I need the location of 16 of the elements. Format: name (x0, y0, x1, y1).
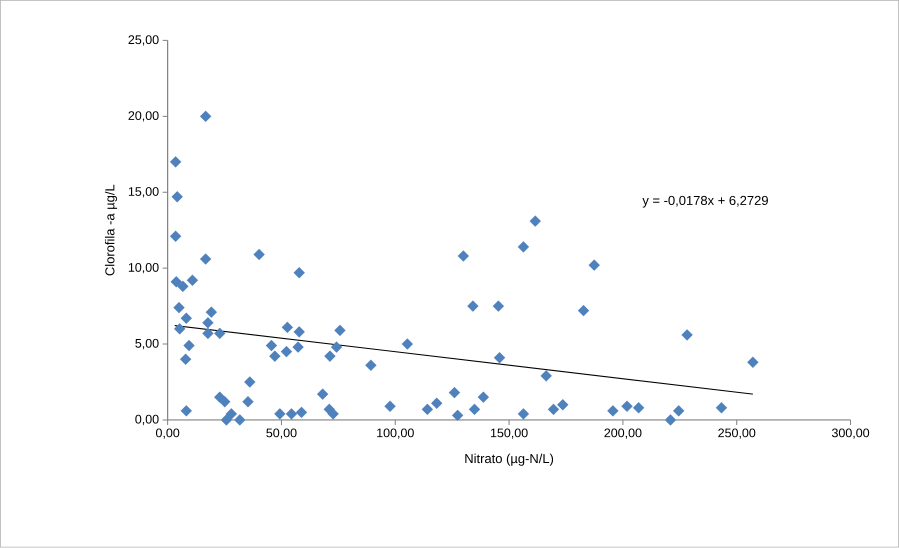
x-tick-label: 250,00 (718, 428, 756, 440)
y-tick-label: 10,00 (128, 263, 159, 274)
y-axis-title: Clorofila -a µg/L (104, 184, 118, 276)
x-tick-label: 300,00 (832, 428, 870, 440)
annotation: y = -0,0178x + 6,2729 (642, 196, 768, 208)
y-tick-label: 25,00 (128, 36, 159, 46)
y-tick-label: 5,00 (135, 339, 159, 350)
x-axis-title: Nitrato (µg-N/L) (465, 454, 554, 466)
x-tick-label: 200,00 (604, 428, 642, 440)
y-tick-label: 0,00 (135, 415, 159, 426)
y-tick-label: 15,00 (128, 187, 159, 198)
x-tick-label: 100,00 (377, 428, 414, 440)
x-tick-label: 50,00 (266, 428, 297, 440)
x-tick-label: 0,00 (156, 428, 180, 440)
x-tick-label: 150,00 (490, 428, 528, 440)
y-tick-label: 20,00 (128, 111, 159, 122)
